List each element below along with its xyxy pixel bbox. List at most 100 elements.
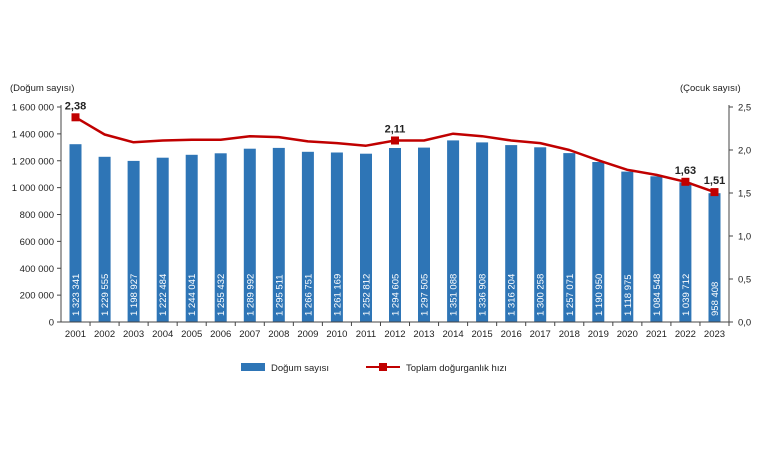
y-axis-right-title: (Çocuk sayısı) [680,83,741,94]
bar-value-label: 1 289 992 [245,274,256,316]
x-tick-label: 2002 [94,329,115,340]
x-tick-label: 2004 [152,329,173,340]
bar-value-label: 1 252 812 [362,274,373,316]
bar-series: 1 323 341 1 229 555 1 198 927 1 222 484 1 24… [69,140,721,322]
x-tick-label: 2003 [123,329,144,340]
bar-value-label: 1 294 605 [391,274,402,316]
bar-value-label: 1 295 511 [274,274,285,316]
fertility-point-label: 2,11 [385,124,406,136]
x-tick-label: 2009 [297,329,318,340]
bar-value-label: 1 039 712 [681,274,692,316]
bar-2006 [214,153,227,322]
bar-2019 [592,162,605,322]
fertility-marker [681,177,690,186]
bar-2011 [360,153,372,322]
bar-value-label: 1 266 751 [303,274,314,316]
bar-value-label: 1 118 975 [623,274,634,316]
y-right-tick-label: 2,0 [738,146,751,157]
legend-marker-fertility [379,363,387,371]
fertility-marker [710,188,719,197]
bar-value-label: 1 336 908 [478,274,489,316]
x-tick-label: 2023 [704,329,725,340]
x-tick-label: 2019 [588,329,609,340]
bar-value-label: 1 198 927 [129,274,140,316]
x-tick-label: 2008 [268,329,289,340]
x-tick-label: 2001 [65,329,86,340]
bar-value-label: 1 323 341 [71,274,82,316]
legend-label-birth-count: Doğum sayısı [271,363,329,374]
bar-2007 [243,148,256,322]
y-right-tick-label: 0,0 [738,318,751,329]
bar-value-label: 1 222 484 [158,274,169,316]
x-tick-label: 2022 [675,329,696,340]
fertility-marker [71,113,80,122]
bar-2022 [679,182,692,322]
x-tick-label: 2018 [559,329,580,340]
bar-value-label: 1 300 258 [536,274,547,316]
bar-value-label: 1 190 950 [594,274,605,316]
bar-value-label: 1 316 204 [507,274,518,316]
bar-value-label: 1 244 041 [187,274,198,316]
bar-2016 [505,145,518,322]
y-right-tick-label: 1,5 [738,189,751,200]
y-left-tick-label: 1 200 000 [12,156,54,167]
x-tick-label: 2005 [181,329,202,340]
bar-value-label: 1 229 555 [100,274,111,316]
bar-2008 [272,147,285,322]
bar-2003 [127,160,140,322]
bar-2002 [98,156,111,322]
x-tick-label: 2016 [501,329,522,340]
fertility-point-label: 1,51 [704,175,725,187]
bar-2017 [534,147,547,322]
bar-2001 [69,144,82,322]
y-left-tick-label: 1 000 000 [12,183,54,194]
y-left-tick-label: 1 600 000 [12,103,54,114]
x-tick-label: 2017 [530,329,551,340]
bar-2010 [330,152,343,322]
x-tick-label: 2014 [443,329,464,340]
bar-2012 [389,148,401,322]
x-tick-label: 2013 [413,329,434,340]
legend-label-fertility: Toplam doğurganlık hızı [406,363,507,374]
bar-2021 [650,176,663,322]
x-tick-label: 2021 [646,329,667,340]
fertility-marker [391,136,399,145]
bar-value-label: 1 255 432 [216,274,227,316]
legend: Doğum sayısı Toplam doğurganlık hızı [241,363,507,374]
bar-value-label: 1 084 548 [652,274,663,316]
fertility-point-label: 1,63 [675,165,696,177]
y-right-tick-label: 1,0 [738,232,751,243]
y-left-tick-label: 1 400 000 [12,129,54,140]
bar-2005 [185,154,198,322]
x-tick-label: 2006 [210,329,231,340]
x-tick-label: 2012 [384,329,405,340]
x-tick-label: 2011 [356,329,376,340]
x-tick-label: 2015 [472,329,493,340]
bar-2015 [476,142,489,322]
x-tick-label: 2020 [617,329,638,340]
bar-2018 [563,153,576,322]
legend-swatch-birth-count [241,363,265,371]
y-axis-left-title: (Doğum sayısı) [10,83,74,94]
x-tick-label: 2007 [239,329,260,340]
bar-value-label: 1 261 169 [332,274,343,316]
bar-value-label: 958 408 [710,282,721,316]
x-tick-label: 2010 [326,329,347,340]
bar-2009 [301,151,314,322]
bar-value-label: 1 297 505 [420,274,431,316]
bar-value-label: 1 351 088 [449,274,460,316]
y-left-tick-label: 600 000 [20,237,54,248]
y-left-tick-label: 800 000 [20,210,54,221]
bar-2004 [156,157,169,322]
bar-2013 [418,147,430,322]
y-left-tick-label: 400 000 [20,264,54,275]
bar-2020 [621,171,634,322]
bar-2014 [447,140,460,322]
y-left-tick-label: 0 [49,318,54,329]
bar-value-label: 1 257 071 [565,274,576,316]
y-right-tick-label: 0,5 [738,275,751,286]
bar-2023 [708,193,721,322]
axes: 0 200 000 400 000 600 000 800 000 1 000 000 1 … [12,103,751,341]
y-right-tick-label: 2,5 [738,103,751,114]
y-left-tick-label: 200 000 [20,291,54,302]
